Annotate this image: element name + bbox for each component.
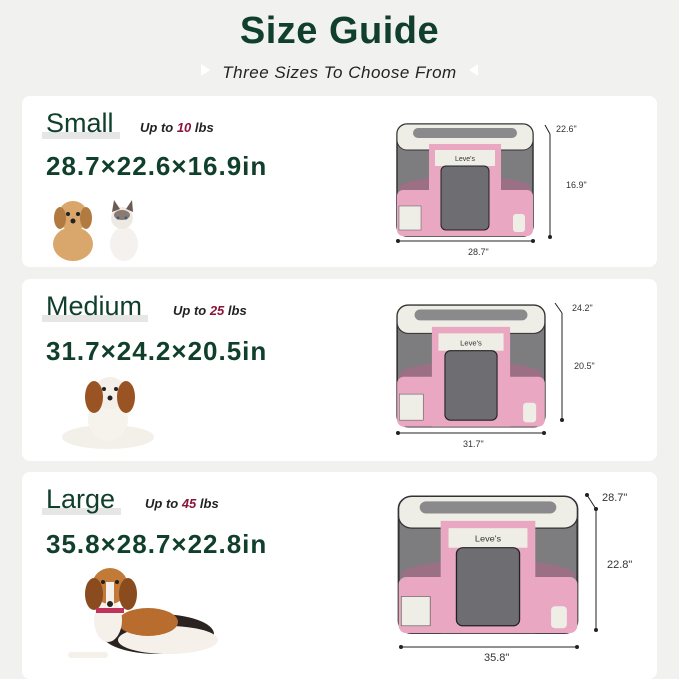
playpen-image: Leve's [395, 303, 547, 431]
playpen-image: Leve's [396, 494, 580, 638]
height-label: 22.8" [607, 559, 633, 571]
dimensions: 31.7×24.2×20.5in [46, 336, 268, 366]
dog-image [48, 560, 228, 666]
size-card-large: Large Up to 45 lbs 35.8×28.7×22.8in Leve… [22, 472, 657, 679]
playpen-image: Leve's [395, 122, 535, 240]
dimensions: 35.8×28.7×22.8in [46, 529, 268, 559]
weight-limit: Up to 45 lbs [145, 496, 219, 511]
size-name: Medium [42, 291, 149, 322]
size-card-medium: Medium Up to 25 lbs 31.7×24.2×20.5in Lev… [22, 279, 657, 461]
depth-label: 24.2" [572, 303, 593, 313]
page-title: Size Guide [239, 10, 440, 52]
depth-label: 22.6" [556, 124, 577, 134]
dog-image [48, 371, 168, 457]
size-card-small: Small Up to 10 lbs 28.7×22.6×16.9in Leve… [22, 96, 657, 267]
dimension-lines [399, 493, 598, 649]
svg-text:Leve's: Leve's [460, 338, 482, 347]
size-name: Small [42, 108, 120, 139]
cat-image [102, 200, 150, 262]
size-name: Large [42, 484, 122, 515]
dog-image [48, 196, 98, 262]
height-label: 20.5" [574, 361, 595, 371]
subtitle-text: Three Sizes To Choose From [222, 63, 457, 82]
subtitle: Three Sizes To Choose From [0, 63, 679, 83]
width-label: 31.7" [463, 439, 484, 449]
width-label: 28.7" [468, 247, 489, 257]
triangle-left-icon [468, 64, 478, 76]
triangle-right-icon [201, 64, 211, 76]
height-label: 16.9" [566, 180, 587, 190]
depth-label: 28.7" [602, 492, 628, 504]
weight-limit: Up to 10 lbs [140, 120, 214, 135]
dimension-lines [396, 302, 564, 435]
svg-text:Leve's: Leve's [455, 156, 476, 163]
weight-limit: Up to 25 lbs [173, 303, 247, 318]
svg-text:Leve's: Leve's [475, 534, 502, 544]
width-label: 35.8" [484, 652, 510, 664]
dimensions: 28.7×22.6×16.9in [46, 151, 268, 181]
dimension-lines [396, 124, 552, 243]
